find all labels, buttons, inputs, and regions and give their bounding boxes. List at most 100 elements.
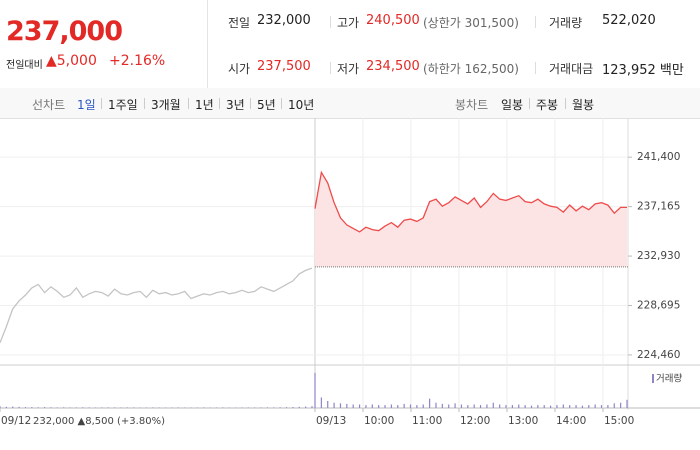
volume-bar	[524, 405, 526, 408]
x-tick-label: 09/13	[316, 415, 346, 427]
volume-bar	[56, 407, 58, 408]
period-tab[interactable]: 3년	[226, 98, 245, 112]
volume-bar	[279, 407, 281, 408]
stat-value: 232,000	[257, 13, 311, 28]
volume-bar	[346, 403, 348, 408]
volume-bar	[486, 404, 488, 408]
volume-bar	[543, 405, 545, 408]
volume-bar	[107, 407, 109, 408]
volume-bar	[158, 407, 160, 408]
volume-bar	[311, 406, 313, 408]
volume-bar	[390, 404, 393, 408]
volume-bar	[273, 407, 275, 408]
y-tick-label: 228,695	[637, 300, 680, 312]
volume-bar	[152, 407, 154, 408]
volume-bar	[556, 405, 558, 408]
period-tab[interactable]: 5년	[257, 98, 276, 112]
period-tab[interactable]: 1일	[77, 98, 96, 112]
volume-bar	[12, 406, 14, 408]
candle-tab[interactable]: 월봉	[572, 98, 595, 112]
volume-bar	[94, 407, 97, 408]
price-line	[314, 170, 627, 233]
volume-bar	[371, 404, 373, 408]
stat-note: (하한가 162,500)	[423, 62, 519, 76]
y-tick-label: 241,400	[637, 151, 680, 163]
volume-bar	[569, 405, 571, 408]
volume-bar	[562, 404, 564, 408]
quote-header: 237,000 전일대비 ▲5,000 +2.16% 전일 232,000 고가 24…	[0, 0, 700, 89]
volume-bar	[228, 407, 230, 408]
period-tab[interactable]: 10년	[288, 98, 315, 112]
volume-bar	[18, 406, 20, 408]
volume-bar	[241, 407, 243, 408]
stat-label: 전일	[228, 16, 251, 30]
x-annotation: 232,000 ▲8,500 (+3.80%)	[33, 416, 165, 427]
volume-bar	[626, 399, 628, 408]
volume-bar	[492, 402, 494, 408]
volume-bar	[171, 407, 173, 408]
candle-tab[interactable]: 일봉	[501, 98, 524, 112]
volume-bar	[505, 405, 507, 408]
volume-bar	[5, 406, 7, 408]
volume-bar	[266, 407, 269, 408]
tab-separator	[250, 98, 251, 109]
volume-bar	[203, 407, 205, 408]
period-tab[interactable]: 1주일	[108, 98, 138, 112]
volume-bar	[184, 407, 186, 408]
chart: 09/12 09/13 10:00 11:00 12:00 13:00 14:00 15:00…	[0, 118, 700, 427]
volume-bar	[88, 407, 90, 408]
x-tick-label: 12:00	[460, 415, 490, 427]
y-tick-label: 224,460	[637, 349, 680, 361]
volume-bar	[298, 406, 300, 408]
volume-bar	[24, 407, 27, 408]
volume-bar	[454, 403, 456, 408]
volume-bar	[320, 397, 322, 408]
volume-bar	[114, 407, 116, 408]
volume-bar	[69, 407, 71, 408]
tab-separator	[281, 98, 282, 109]
price-line	[0, 267, 313, 344]
volume-bar	[473, 404, 475, 408]
volume-bar	[607, 405, 609, 408]
volume-bar	[467, 405, 469, 408]
stat-value: 522,020	[602, 13, 656, 28]
stat-separator	[330, 62, 331, 74]
volume-bar	[82, 407, 84, 408]
volume-bar	[50, 407, 52, 408]
stat-value: 237,500	[257, 59, 311, 74]
area	[315, 172, 627, 267]
stat-note: (상한가 301,500)	[423, 16, 519, 30]
volume-bar	[600, 405, 603, 408]
x-tick-label: 13:00	[508, 415, 538, 427]
period-tab[interactable]: 1년	[195, 98, 214, 112]
volume-bar	[403, 403, 405, 408]
stat-value: 123,952 백만	[602, 63, 684, 78]
volume-bar	[339, 403, 342, 408]
x-tick-label: 09/12	[1, 415, 31, 427]
volume-bar	[448, 404, 450, 408]
volume-bar	[63, 407, 65, 408]
tab-separator	[144, 98, 145, 109]
volume-bar	[588, 405, 590, 408]
volume-bar	[101, 407, 103, 408]
x-tick-label: 15:00	[604, 415, 634, 427]
change: ▲5,000	[46, 53, 97, 69]
tab-separator	[101, 98, 102, 109]
volume-legend: 거래량	[656, 373, 682, 385]
volume-bar	[378, 405, 380, 408]
candle-tab[interactable]: 주봉	[536, 98, 559, 112]
volume-bar	[422, 404, 424, 408]
volume-bar	[285, 407, 288, 408]
volume-bar	[126, 407, 128, 408]
volume-bar	[530, 405, 533, 408]
volume-bar	[429, 398, 431, 408]
volume-bar	[518, 404, 520, 408]
volume-bar	[620, 402, 622, 408]
stat-label: 시가	[228, 62, 251, 76]
y-tick-label: 232,930	[637, 250, 680, 262]
volume-bar	[314, 372, 316, 408]
volume-bar	[43, 407, 46, 408]
period-tab[interactable]: 3개월	[151, 98, 181, 112]
volume-bar	[537, 405, 539, 408]
volume-bar	[499, 404, 501, 408]
